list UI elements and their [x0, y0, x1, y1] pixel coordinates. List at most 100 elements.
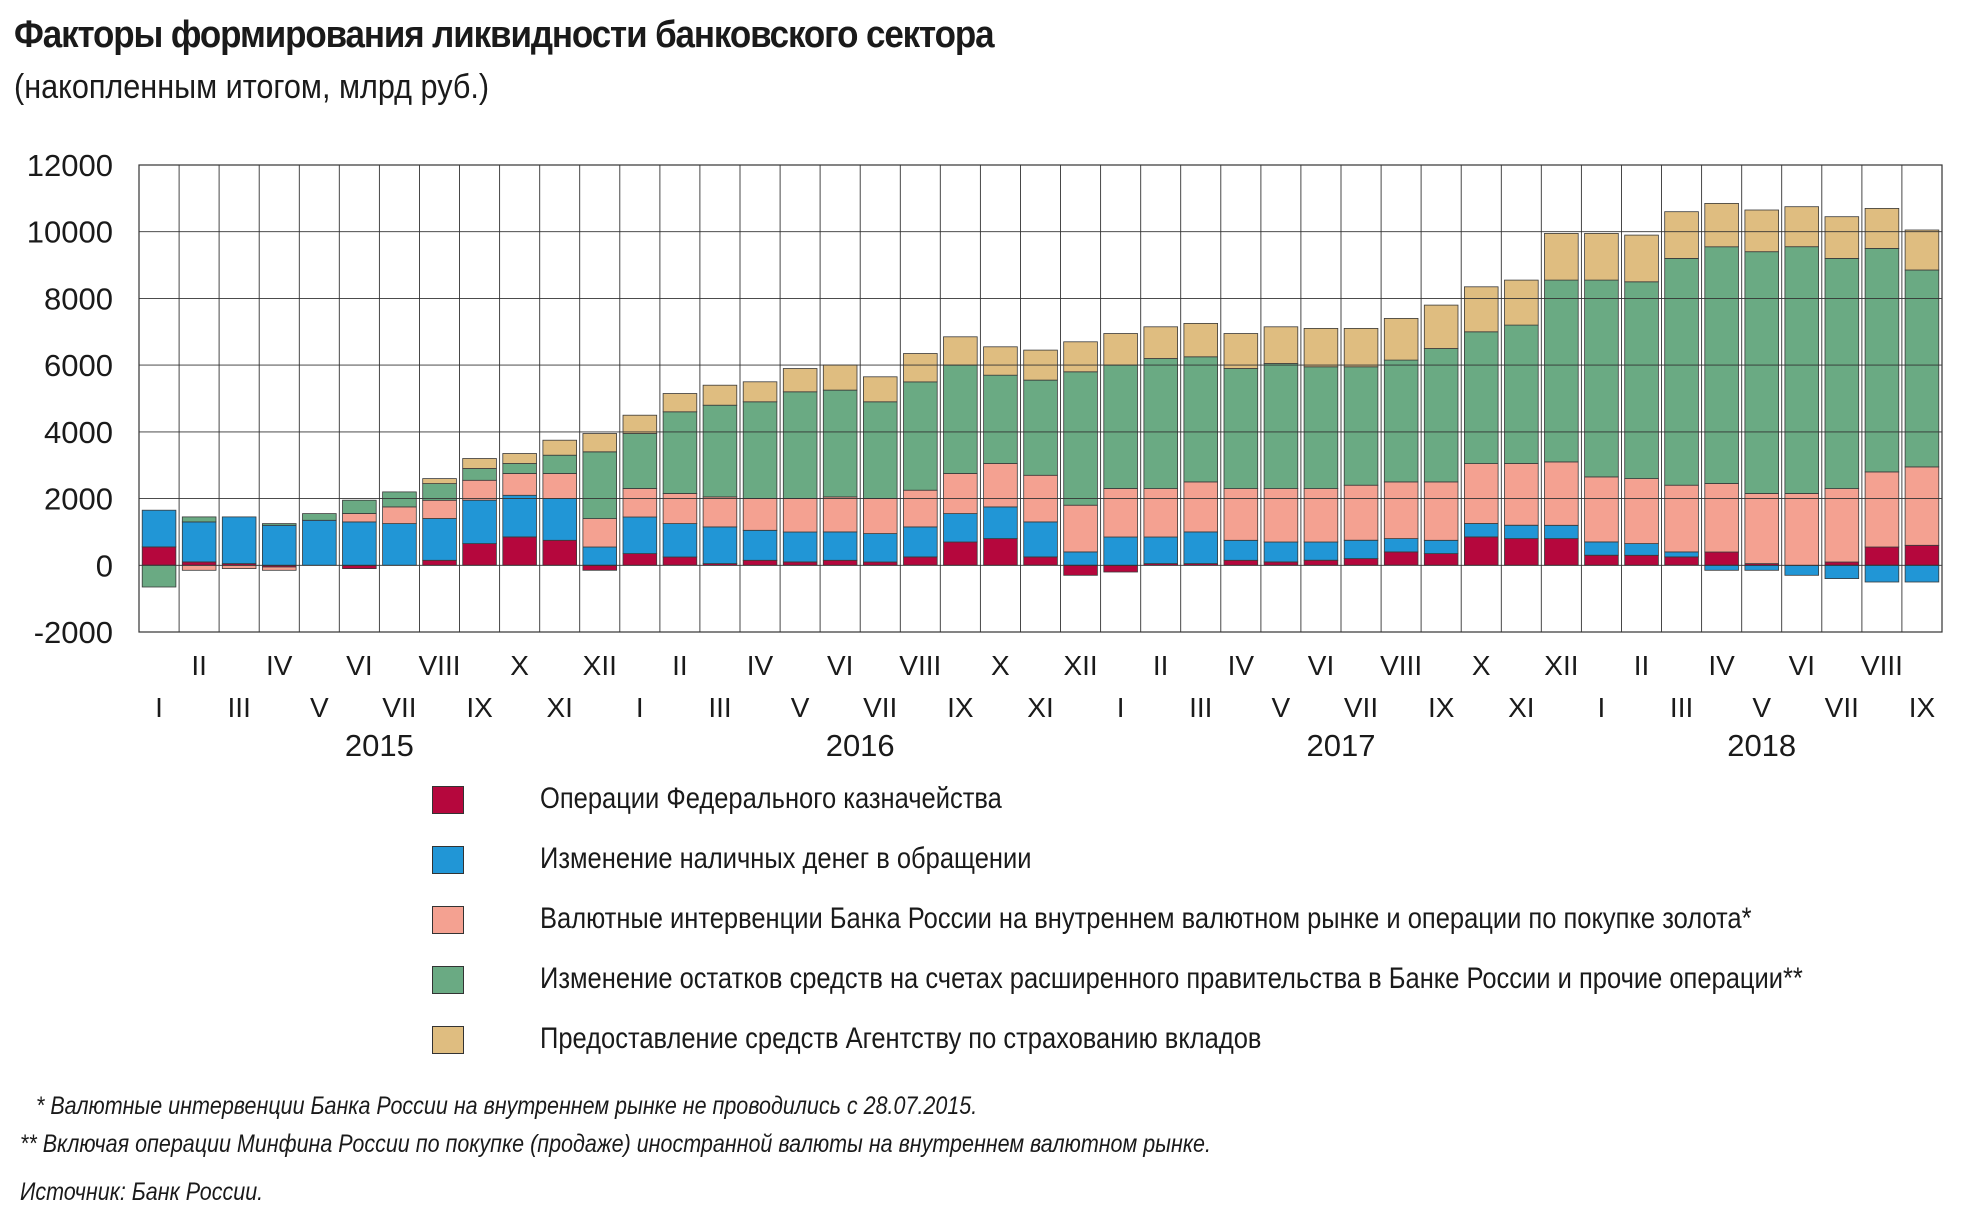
bar-segment-fx — [422, 499, 457, 519]
bar-segment-treasury — [622, 553, 658, 566]
y-tick-label: 10000 — [27, 215, 113, 250]
x-tick-label: VIII — [899, 650, 941, 681]
x-tick-label: IV — [1708, 650, 1735, 681]
bar-segment-fx — [1624, 478, 1659, 545]
bar-segment-gov — [1183, 356, 1219, 483]
bar-segment-cash — [702, 526, 738, 565]
bar-segment-dia — [1864, 207, 1900, 249]
bar-segment-cash — [1263, 541, 1299, 563]
bar-segment-fx — [1584, 476, 1619, 543]
bar-segment-dia — [1263, 326, 1299, 364]
x-tick-label: III — [1670, 692, 1693, 723]
bar-segment-fx — [742, 498, 778, 531]
bar-segment-treasury — [1263, 561, 1299, 566]
bar-segment-fx — [1864, 471, 1900, 548]
x-tick-label: VI — [1789, 650, 1815, 681]
bar-segment-dia — [1664, 211, 1699, 259]
x-tick-label: IV — [1228, 650, 1255, 681]
bar-segment-gov — [1824, 257, 1860, 489]
bar-segment-gov — [141, 564, 177, 588]
bar-segment-treasury — [1544, 538, 1579, 566]
bar-segment-treasury — [542, 539, 578, 566]
bar-segment-gov — [943, 364, 978, 474]
bar-segment-fx — [1263, 488, 1299, 543]
bar-segment-treasury — [1824, 561, 1860, 566]
bar-segment-dia — [983, 346, 1018, 376]
bar-segment-dia — [502, 453, 537, 464]
bar-segment-dia — [422, 478, 457, 485]
x-tick-label: VII — [382, 692, 416, 723]
x-tick-label: II — [672, 650, 688, 681]
bar-segment-cash — [1704, 564, 1739, 571]
bar-segment-cash — [1504, 524, 1539, 539]
bar-segment-gov — [903, 381, 938, 491]
bar-segment-cash — [1464, 523, 1499, 538]
bar-segment-cash — [1223, 539, 1259, 561]
x-tick-label: VII — [1344, 692, 1378, 723]
legend-label-dia: Предоставление средств Агентству по стра… — [540, 1022, 1262, 1055]
bar-segment-treasury — [141, 546, 177, 566]
legend-swatch-gov — [432, 966, 464, 994]
bar-segment-cash — [1383, 538, 1419, 553]
bar-segment-cash — [181, 521, 217, 563]
bar-segment-cash — [342, 521, 377, 566]
x-tick-label: V — [791, 692, 810, 723]
bar-segment-cash — [1303, 541, 1339, 561]
y-tick-label: 2000 — [44, 482, 113, 517]
bar-segment-treasury — [1343, 558, 1379, 566]
bar-segment-gov — [1223, 368, 1259, 489]
bar-segment-gov — [1023, 379, 1058, 476]
bar-segment-treasury — [502, 536, 537, 566]
bar-segment-cash — [221, 516, 257, 565]
bar-segment-dia — [1383, 317, 1419, 361]
bar-segment-dia — [1904, 229, 1940, 271]
bar-segment-gov — [1143, 358, 1179, 490]
x-tick-label: IV — [747, 650, 774, 681]
x-tick-label: II — [1634, 650, 1650, 681]
bar-segment-fx — [822, 496, 858, 533]
bar-segment-gov — [1664, 257, 1699, 486]
bar-segment-cash — [462, 499, 497, 545]
bar-segment-dia — [662, 393, 698, 413]
bar-segment-gov — [662, 411, 698, 494]
bar-segment-treasury — [582, 564, 618, 571]
bar-segment-gov — [422, 483, 457, 501]
bar-segment-treasury — [1063, 564, 1098, 576]
x-tick-label: V — [1272, 692, 1291, 723]
x-tick-label: XII — [583, 650, 617, 681]
bar-segment-gov — [302, 513, 337, 521]
bar-segment-cash — [943, 513, 978, 543]
bar-layer — [141, 202, 1940, 588]
x-tick-label: VIII — [418, 650, 460, 681]
bar-segment-cash — [1824, 564, 1860, 579]
bar-segment-gov — [1464, 331, 1499, 464]
bar-segment-dia — [1303, 327, 1339, 368]
bar-segment-treasury — [181, 561, 217, 566]
bar-segment-cash — [1664, 551, 1699, 558]
x-tick-label: VIII — [1380, 650, 1422, 681]
bar-segment-gov — [1343, 366, 1379, 486]
x-tick-label: IX — [1909, 692, 1936, 723]
legend-swatch-fx — [432, 906, 464, 934]
bar-segment-treasury — [1464, 536, 1499, 566]
bar-segment-fx — [782, 498, 818, 533]
y-tick-label: -2000 — [34, 615, 113, 650]
x-tick-label: I — [155, 692, 163, 723]
bar-segment-fx — [1383, 481, 1419, 539]
x-tick-label: X — [991, 650, 1010, 681]
bar-segment-cash — [1103, 536, 1138, 566]
bar-segment-gov — [502, 463, 537, 474]
bar-segment-treasury — [1864, 546, 1900, 566]
bar-segment-cash — [1183, 531, 1219, 565]
bar-segment-dia — [462, 458, 497, 469]
bar-segment-treasury — [1584, 554, 1619, 566]
bar-segment-dia — [1624, 234, 1659, 283]
bar-segment-fx — [1824, 488, 1860, 563]
legend-swatch-dia — [432, 1026, 464, 1054]
bar-segment-dia — [1343, 327, 1379, 368]
bar-segment-fx — [502, 473, 537, 496]
bar-segment-dia — [1464, 286, 1499, 333]
bar-segment-treasury — [782, 561, 818, 566]
plot-frame — [138, 164, 1943, 633]
bar-segment-cash — [1744, 564, 1780, 571]
